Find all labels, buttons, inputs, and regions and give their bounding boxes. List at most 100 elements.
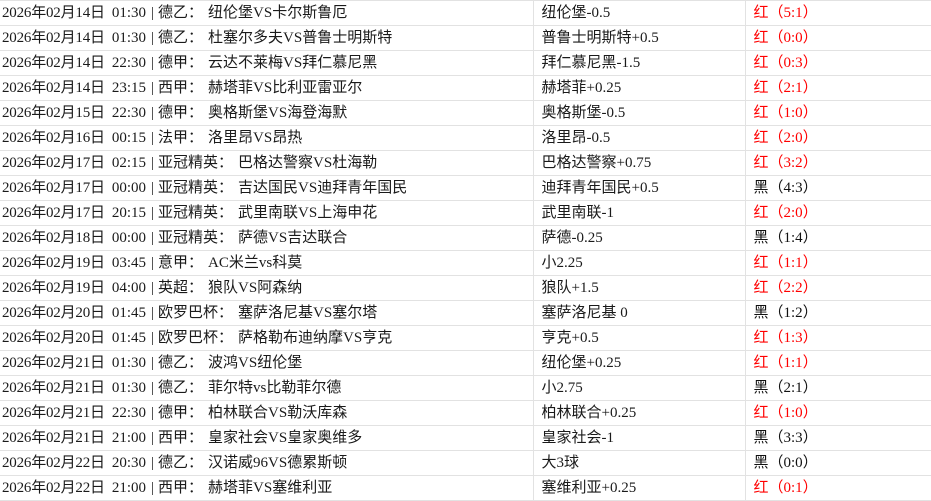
column-separator: | (150, 480, 154, 496)
match-teams: 菲尔特vs比勒菲尔德 (208, 380, 342, 396)
match-time: 20:30 (111, 455, 146, 471)
match-time: 00:00 (111, 180, 146, 196)
column-separator: | (150, 80, 154, 96)
table-row[interactable]: 2026年02月22日 21:00 | 西甲： 赫塔菲VS塞维利亚 塞维利亚+0.25 红（… (0, 475, 931, 501)
table-row[interactable]: 2026年02月17日 00:00 | 亚冠精英： 吉达国民VS迪拜青年国民 迪拜青年国民… (0, 175, 931, 201)
table-row[interactable]: 2026年02月18日 00:00 | 亚冠精英： 萨德VS吉达联合 萨德-0.25 黑（1… (0, 225, 931, 251)
table-row[interactable]: 2026年02月15日 22:30 | 德甲： 奥格斯堡VS海登海默 奥格斯堡-0.5 红（… (0, 100, 931, 126)
result-cell: 红（3:2） (745, 150, 931, 176)
result-status-label: 红 (753, 30, 769, 46)
league-name: 德甲： (158, 405, 204, 421)
match-teams: 柏林联合VS勒沃库森 (208, 405, 348, 421)
match-time: 02:15 (111, 155, 146, 171)
match-info-cell: 2026年02月21日 01:30 | 德乙： 菲尔特vs比勒菲尔德 (0, 375, 534, 401)
league-name: 亚冠精英： (158, 230, 234, 246)
result-status-label: 红 (753, 105, 769, 121)
pick-cell: 塞萨洛尼基 0 (533, 300, 746, 326)
table-row[interactable]: 2026年02月14日 01:30 | 德乙： 纽伦堡VS卡尔斯鲁厄 纽伦堡-0.5 红（5… (0, 0, 931, 26)
league-name: 西甲： (158, 80, 204, 96)
table-row[interactable]: 2026年02月19日 03:45 | 意甲： AC米兰vs科莫 小2.25 红（1:1） (0, 250, 931, 276)
pick-text: 狼队+1.5 (541, 280, 599, 296)
pick-text: 亨克+0.5 (541, 330, 599, 346)
match-time: 03:45 (111, 255, 146, 271)
match-date: 2026年02月21日 (2, 405, 105, 421)
league-name: 西甲： (158, 430, 204, 446)
column-separator: | (150, 305, 154, 321)
match-info-cell: 2026年02月21日 22:30 | 德甲： 柏林联合VS勒沃库森 (0, 400, 534, 426)
table-row[interactable]: 2026年02月14日 23:15 | 西甲： 赫塔菲VS比利亚雷亚尔 赫塔菲+0.25 红… (0, 75, 931, 101)
table-row[interactable]: 2026年02月20日 01:45 | 欧罗巴杯： 萨格勒布迪纳摩VS亨克 亨克+0.5 红… (0, 325, 931, 351)
match-date: 2026年02月19日 (2, 280, 105, 296)
table-row[interactable]: 2026年02月17日 02:15 | 亚冠精英： 巴格达警察VS杜海勒 巴格达警察+0.… (0, 150, 931, 176)
result-status-label: 黑 (753, 430, 769, 446)
match-teams: 巴格达警察VS杜海勒 (238, 155, 378, 171)
match-date: 2026年02月14日 (2, 55, 105, 71)
match-time: 01:45 (111, 330, 146, 346)
match-teams: 赫塔菲VS塞维利亚 (208, 480, 333, 496)
column-separator: | (150, 380, 154, 396)
match-time: 00:00 (111, 230, 146, 246)
table-row[interactable]: 2026年02月19日 04:00 | 英超： 狼队VS阿森纳 狼队+1.5 红（2:2） (0, 275, 931, 301)
league-name: 德乙： (158, 455, 204, 471)
result-cell: 红（1:0） (745, 100, 931, 126)
pick-text: 洛里昂-0.5 (541, 130, 611, 146)
result-cell: 红（0:1） (745, 475, 931, 501)
result-score: （0:1） (768, 480, 818, 496)
result-cell: 红（2:0） (745, 200, 931, 226)
result-status-label: 红 (753, 355, 769, 371)
match-info-cell: 2026年02月19日 04:00 | 英超： 狼队VS阿森纳 (0, 275, 534, 301)
match-time: 04:00 (111, 280, 146, 296)
match-teams: 皇家社会VS皇家奥维多 (208, 430, 363, 446)
match-time: 01:30 (111, 30, 146, 46)
table-row[interactable]: 2026年02月21日 01:30 | 德乙： 菲尔特vs比勒菲尔德 小2.75 黑（2:1… (0, 375, 931, 401)
result-score: （3:3） (768, 430, 818, 446)
column-separator: | (150, 130, 154, 146)
table-row[interactable]: 2026年02月21日 21:00 | 西甲： 皇家社会VS皇家奥维多 皇家社会-1 黑（3… (0, 425, 931, 451)
table-row[interactable]: 2026年02月14日 22:30 | 德甲： 云达不莱梅VS拜仁慕尼黑 拜仁慕尼黑-1.… (0, 50, 931, 76)
column-separator: | (150, 330, 154, 346)
table-row[interactable]: 2026年02月14日 01:30 | 德乙： 杜塞尔多夫VS普鲁士明斯特 普鲁士明斯特+… (0, 25, 931, 51)
result-score: （1:1） (768, 255, 818, 271)
pick-cell: 萨德-0.25 (533, 225, 746, 251)
match-info-cell: 2026年02月15日 22:30 | 德甲： 奥格斯堡VS海登海默 (0, 100, 534, 126)
match-time: 01:30 (111, 355, 146, 371)
match-time: 23:15 (111, 80, 146, 96)
league-name: 西甲： (158, 480, 204, 496)
match-date: 2026年02月15日 (2, 105, 105, 121)
column-separator: | (150, 105, 154, 121)
match-teams: 汉诺威96VS德累斯顿 (208, 455, 348, 471)
table-row[interactable]: 2026年02月17日 20:15 | 亚冠精英： 武里南联VS上海申花 武里南联-1 红（… (0, 200, 931, 226)
match-time: 21:00 (111, 480, 146, 496)
match-info-cell: 2026年02月20日 01:45 | 欧罗巴杯： 塞萨洛尼基VS塞尔塔 (0, 300, 534, 326)
match-teams: 塞萨洛尼基VS塞尔塔 (238, 305, 378, 321)
match-date: 2026年02月17日 (2, 205, 105, 221)
match-date: 2026年02月21日 (2, 355, 105, 371)
result-status-label: 黑 (753, 380, 769, 396)
match-info-cell: 2026年02月19日 03:45 | 意甲： AC米兰vs科莫 (0, 250, 534, 276)
league-name: 欧罗巴杯： (158, 305, 234, 321)
table-row[interactable]: 2026年02月21日 22:30 | 德甲： 柏林联合VS勒沃库森 柏林联合+0.25 红… (0, 400, 931, 426)
match-teams: 波鸿VS纽伦堡 (208, 355, 303, 371)
match-teams: 吉达国民VS迪拜青年国民 (238, 180, 408, 196)
match-time: 01:30 (111, 380, 146, 396)
match-teams: 洛里昂VS昂热 (208, 130, 303, 146)
result-cell: 红（2:0） (745, 125, 931, 151)
table-row[interactable]: 2026年02月20日 01:45 | 欧罗巴杯： 塞萨洛尼基VS塞尔塔 塞萨洛尼基 0 黑… (0, 300, 931, 326)
match-teams: 武里南联VS上海申花 (238, 205, 378, 221)
league-name: 德甲： (158, 55, 204, 71)
table-row[interactable]: 2026年02月21日 01:30 | 德乙： 波鸿VS纽伦堡 纽伦堡+0.25 红（1:1… (0, 350, 931, 376)
match-info-cell: 2026年02月18日 00:00 | 亚冠精英： 萨德VS吉达联合 (0, 225, 534, 251)
match-time: 22:30 (111, 55, 146, 71)
table-row[interactable]: 2026年02月16日 00:15 | 法甲： 洛里昂VS昂热 洛里昂-0.5 红（2:0） (0, 125, 931, 151)
result-score: （1:3） (768, 330, 818, 346)
result-score: （2:2） (768, 280, 818, 296)
match-date: 2026年02月22日 (2, 455, 105, 471)
table-row[interactable]: 2026年02月22日 20:30 | 德乙： 汉诺威96VS德累斯顿 大3球 黑（0:0） (0, 450, 931, 476)
result-cell: 红（5:1） (745, 0, 931, 26)
match-date: 2026年02月14日 (2, 80, 105, 96)
match-date: 2026年02月21日 (2, 380, 105, 396)
column-separator: | (150, 55, 154, 71)
result-score: （1:0） (768, 105, 818, 121)
match-teams: 萨德VS吉达联合 (238, 230, 348, 246)
pick-cell: 小2.25 (533, 250, 746, 276)
